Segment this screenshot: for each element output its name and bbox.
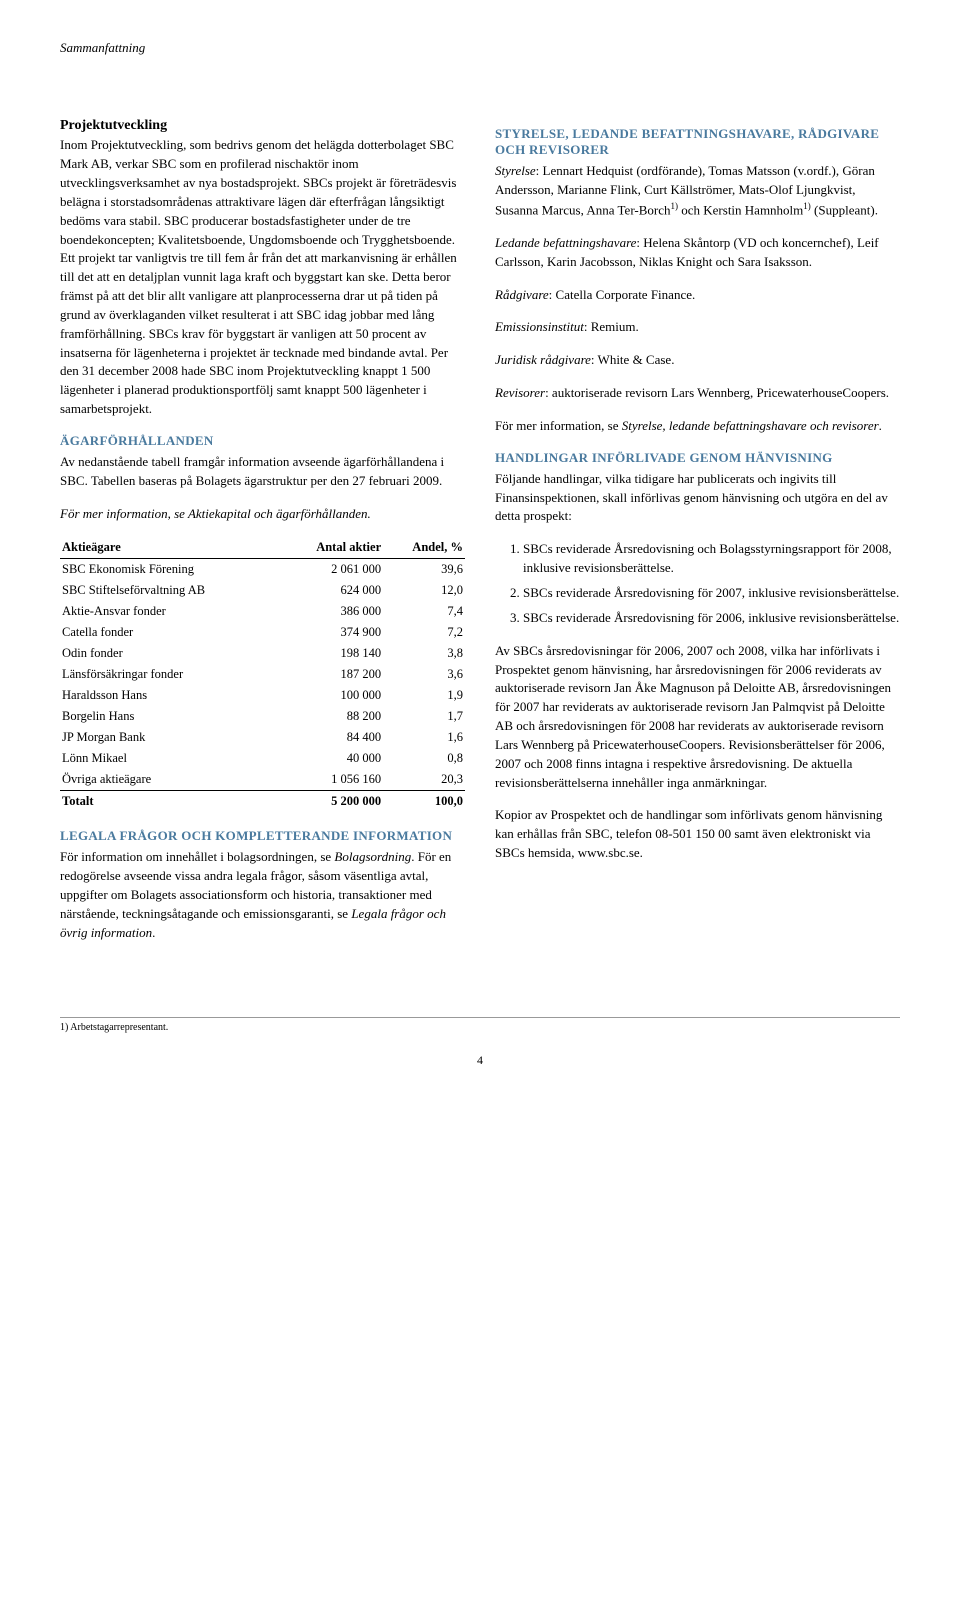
- radgivare-paragraph: Rådgivare: Catella Corporate Finance.: [495, 286, 900, 305]
- table-row: Catella fonder374 9007,2: [60, 622, 465, 643]
- legala-body: För information om innehållet i bolagsor…: [60, 848, 465, 942]
- handlingar-body: Följande handlingar, vilka tidigare har …: [495, 470, 900, 527]
- table-row: SBC Ekonomisk Förening2 061 00039,6: [60, 559, 465, 581]
- table-row: Aktie-Ansvar fonder386 0007,4: [60, 601, 465, 622]
- agarforhallanden-note: För mer information, se Aktiekapital och…: [60, 505, 465, 524]
- emissionsinstitut-paragraph: Emissionsinstitut: Remium.: [495, 318, 900, 337]
- ledande-paragraph: Ledande befattningshavare: Helena Skånto…: [495, 234, 900, 272]
- right-column: STYRELSE, LEDANDE BEFATTNINGSHAVARE, RÅD…: [495, 116, 900, 957]
- table-row: Länsförsäkringar fonder187 2003,6: [60, 664, 465, 685]
- legala-heading: LEGALA FRÅGOR OCH KOMPLETTERANDE INFORMA…: [60, 828, 465, 844]
- table-header-row: Aktieägare Antal aktier Andel, %: [60, 537, 465, 559]
- page-number: 4: [60, 1053, 900, 1068]
- arsredovisningar-body: Av SBCs årsredovisningar för 2006, 2007 …: [495, 642, 900, 793]
- handlingar-heading: HANDLINGAR INFÖRLIVADE GENOM HÄNVISNING: [495, 450, 900, 466]
- kopior-body: Kopior av Prospektet och de handlingar s…: [495, 806, 900, 863]
- shareholders-table: Aktieägare Antal aktier Andel, % SBC Eko…: [60, 537, 465, 812]
- styrelse-heading: STYRELSE, LEDANDE BEFATTNINGSHAVARE, RÅD…: [495, 126, 900, 158]
- projektutveckling-body: Inom Projektutveckling, som bedrivs geno…: [60, 137, 457, 416]
- documents-list: SBCs reviderade Årsredovisning och Bolag…: [523, 540, 900, 627]
- left-column: Projektutveckling Inom Projektutveckling…: [60, 116, 465, 957]
- agarforhallanden-body: Av nedanstående tabell framgår informati…: [60, 453, 465, 491]
- table-total-row: Totalt5 200 000100,0: [60, 791, 465, 813]
- two-column-layout: Projektutveckling Inom Projektutveckling…: [60, 116, 900, 957]
- table-row: JP Morgan Bank84 4001,6: [60, 727, 465, 748]
- table-row: Odin fonder198 1403,8: [60, 643, 465, 664]
- table-row: Borgelin Hans88 2001,7: [60, 706, 465, 727]
- list-item: SBCs reviderade Årsredovisning och Bolag…: [523, 540, 900, 578]
- col-antal-aktier: Antal aktier: [280, 537, 383, 559]
- table-row: SBC Stiftelseförvaltning AB624 00012,0: [60, 580, 465, 601]
- revisorer-paragraph: Revisorer: auktoriserade revisorn Lars W…: [495, 384, 900, 403]
- table-row: Haraldsson Hans100 0001,9: [60, 685, 465, 706]
- styrelse-paragraph: Styrelse: Lennart Hedquist (ordförande),…: [495, 162, 900, 220]
- table-row: Lönn Mikael40 0000,8: [60, 748, 465, 769]
- mer-info-paragraph: För mer information, se Styrelse, ledand…: [495, 417, 900, 436]
- col-aktieagare: Aktieägare: [60, 537, 280, 559]
- table-row: Övriga aktieägare1 056 16020,3: [60, 769, 465, 791]
- agarforhallanden-heading: ÄGARFÖRHÅLLANDEN: [60, 433, 465, 449]
- juridisk-paragraph: Juridisk rådgivare: White & Case.: [495, 351, 900, 370]
- footnote: 1) Arbetstagarrepresentant.: [60, 1017, 900, 1033]
- projektutveckling-block: Projektutveckling Inom Projektutveckling…: [60, 116, 465, 419]
- list-item: SBCs reviderade Årsredovisning för 2006,…: [523, 609, 900, 628]
- col-andel: Andel, %: [383, 537, 465, 559]
- page-header-label: Sammanfattning: [60, 40, 900, 56]
- projektutveckling-title: Projektutveckling: [60, 118, 167, 133]
- list-item: SBCs reviderade Årsredovisning för 2007,…: [523, 584, 900, 603]
